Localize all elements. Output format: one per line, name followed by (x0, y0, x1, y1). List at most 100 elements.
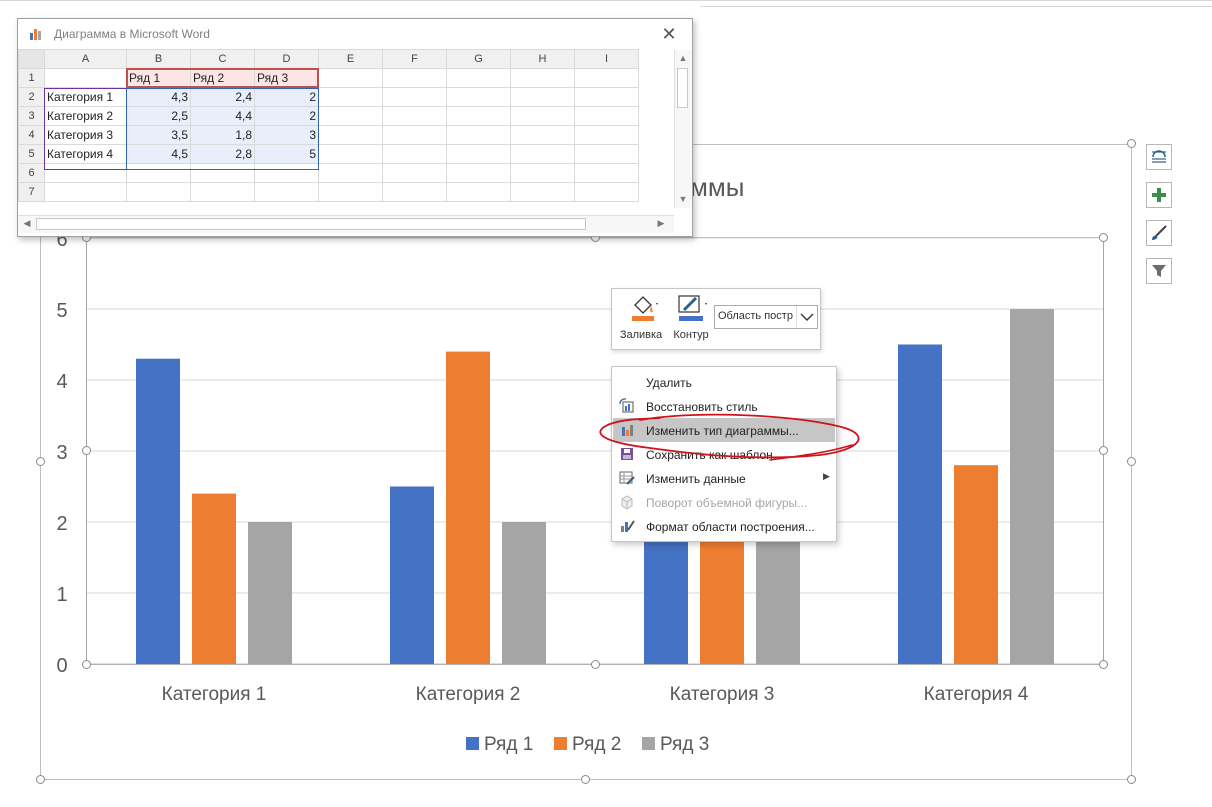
column-header[interactable]: F (382, 49, 447, 69)
row-header[interactable]: 2 (18, 87, 45, 107)
cell[interactable]: 4,5 (126, 144, 191, 164)
chart-filters-button[interactable] (1146, 258, 1172, 284)
column-header[interactable]: H (510, 49, 575, 69)
row-header[interactable]: 4 (18, 125, 45, 145)
scroll-right-icon[interactable]: ▶ (657, 218, 665, 228)
column-header[interactable]: E (318, 49, 383, 69)
column-header[interactable]: B (126, 49, 191, 69)
cell[interactable] (126, 182, 191, 202)
cell[interactable] (382, 106, 447, 126)
cell[interactable]: Категория 2 (44, 106, 127, 126)
bar[interactable] (136, 358, 180, 664)
cell[interactable] (318, 144, 383, 164)
row-header[interactable]: 5 (18, 144, 45, 164)
cell[interactable]: Категория 3 (44, 125, 127, 145)
menu-item-reset-style[interactable]: Восстановить стиль (613, 394, 835, 418)
row-header[interactable]: 7 (18, 182, 45, 202)
cell[interactable] (318, 163, 383, 183)
cell[interactable]: 1,8 (190, 125, 255, 145)
chart-handle-top-right[interactable] (1127, 139, 1136, 148)
cell[interactable]: Ряд 2 (190, 68, 255, 88)
cell[interactable] (574, 68, 639, 88)
cell[interactable] (446, 68, 511, 88)
vertical-scroll-thumb[interactable] (677, 68, 688, 108)
cell[interactable] (574, 87, 639, 107)
menu-item-save-template[interactable]: Сохранить как шаблон... (613, 442, 835, 466)
chart-data-titlebar[interactable]: Диаграмма в Microsoft Word ✕ (18, 19, 692, 49)
cell[interactable] (510, 87, 575, 107)
chart-title[interactable]: ммы (690, 172, 745, 202)
bar[interactable] (446, 351, 490, 664)
row-header[interactable]: 6 (18, 163, 45, 183)
chart-handle-bottom-right[interactable] (1127, 775, 1136, 784)
chart-element-select[interactable]: Область постр (714, 305, 818, 329)
cell[interactable] (574, 182, 639, 202)
cell[interactable] (318, 87, 383, 107)
cell[interactable] (446, 125, 511, 145)
cell[interactable] (382, 182, 447, 202)
cell[interactable] (510, 182, 575, 202)
cell[interactable] (254, 182, 319, 202)
bar[interactable] (898, 344, 942, 665)
menu-item-edit-data[interactable]: Изменить данные ▶ (613, 466, 835, 490)
vertical-scrollbar[interactable]: ▲ ▼ (674, 50, 691, 208)
cell[interactable] (318, 125, 383, 145)
chart-handle-mid-left[interactable] (36, 457, 45, 466)
plot-handle-bottom-mid[interactable] (591, 660, 600, 669)
layout-options-button[interactable] (1146, 144, 1172, 170)
select-all-corner[interactable] (18, 49, 45, 69)
cell[interactable] (446, 144, 511, 164)
cell[interactable] (318, 106, 383, 126)
cell[interactable] (510, 106, 575, 126)
cell[interactable] (44, 182, 127, 202)
cell[interactable] (446, 87, 511, 107)
menu-item-delete[interactable]: Удалить (613, 370, 835, 394)
cell[interactable] (574, 163, 639, 183)
plot-handle-bottom-right[interactable] (1099, 660, 1108, 669)
bar[interactable] (700, 536, 744, 664)
cell[interactable] (446, 182, 511, 202)
cell[interactable] (254, 163, 319, 183)
chart-elements-button[interactable] (1146, 182, 1172, 208)
cell[interactable] (574, 125, 639, 145)
cell[interactable]: 2 (254, 106, 319, 126)
cell[interactable] (382, 144, 447, 164)
cell[interactable] (574, 106, 639, 126)
bar[interactable] (390, 486, 434, 665)
chart-handle-mid-right[interactable] (1127, 457, 1136, 466)
scroll-up-icon[interactable]: ▲ (678, 53, 688, 63)
plot-area[interactable] (86, 237, 1104, 665)
cell[interactable]: 4,3 (126, 87, 191, 107)
cell[interactable] (382, 87, 447, 107)
horizontal-scroll-thumb[interactable] (36, 218, 586, 230)
cell[interactable] (190, 163, 255, 183)
cell[interactable]: 2 (254, 87, 319, 107)
chart-handle-bottom-mid[interactable] (581, 775, 590, 784)
bar[interactable] (192, 493, 236, 664)
horizontal-scrollbar[interactable]: ◀ ▶ (18, 215, 674, 233)
cell[interactable] (382, 163, 447, 183)
plot-handle-mid-right[interactable] (1099, 446, 1108, 455)
legend-swatch[interactable] (554, 737, 567, 750)
column-header[interactable]: D (254, 49, 319, 69)
cell[interactable]: 4,4 (190, 106, 255, 126)
bar[interactable] (248, 522, 292, 664)
row-header[interactable]: 1 (18, 68, 45, 88)
outline-button[interactable]: Контур (666, 293, 716, 345)
column-header[interactable]: A (44, 49, 127, 69)
chart-styles-button[interactable] (1146, 220, 1172, 246)
cell[interactable] (510, 163, 575, 183)
cell[interactable]: 3 (254, 125, 319, 145)
cell[interactable] (44, 68, 127, 88)
cell[interactable]: Ряд 1 (126, 68, 191, 88)
fill-button[interactable]: Заливка (616, 293, 666, 345)
cell[interactable] (446, 106, 511, 126)
cell[interactable]: 2,4 (190, 87, 255, 107)
legend-swatch[interactable] (466, 737, 479, 750)
menu-item-change-chart-type[interactable]: Изменить тип диаграммы... (613, 418, 835, 442)
cell[interactable]: Категория 4 (44, 144, 127, 164)
bar[interactable] (1010, 309, 1054, 664)
cell[interactable] (510, 125, 575, 145)
spreadsheet-grid[interactable]: A B C D E F G H I 1 Ряд 1 Ряд 2 Ряд 3 2 … (18, 49, 639, 202)
cell[interactable] (318, 68, 383, 88)
